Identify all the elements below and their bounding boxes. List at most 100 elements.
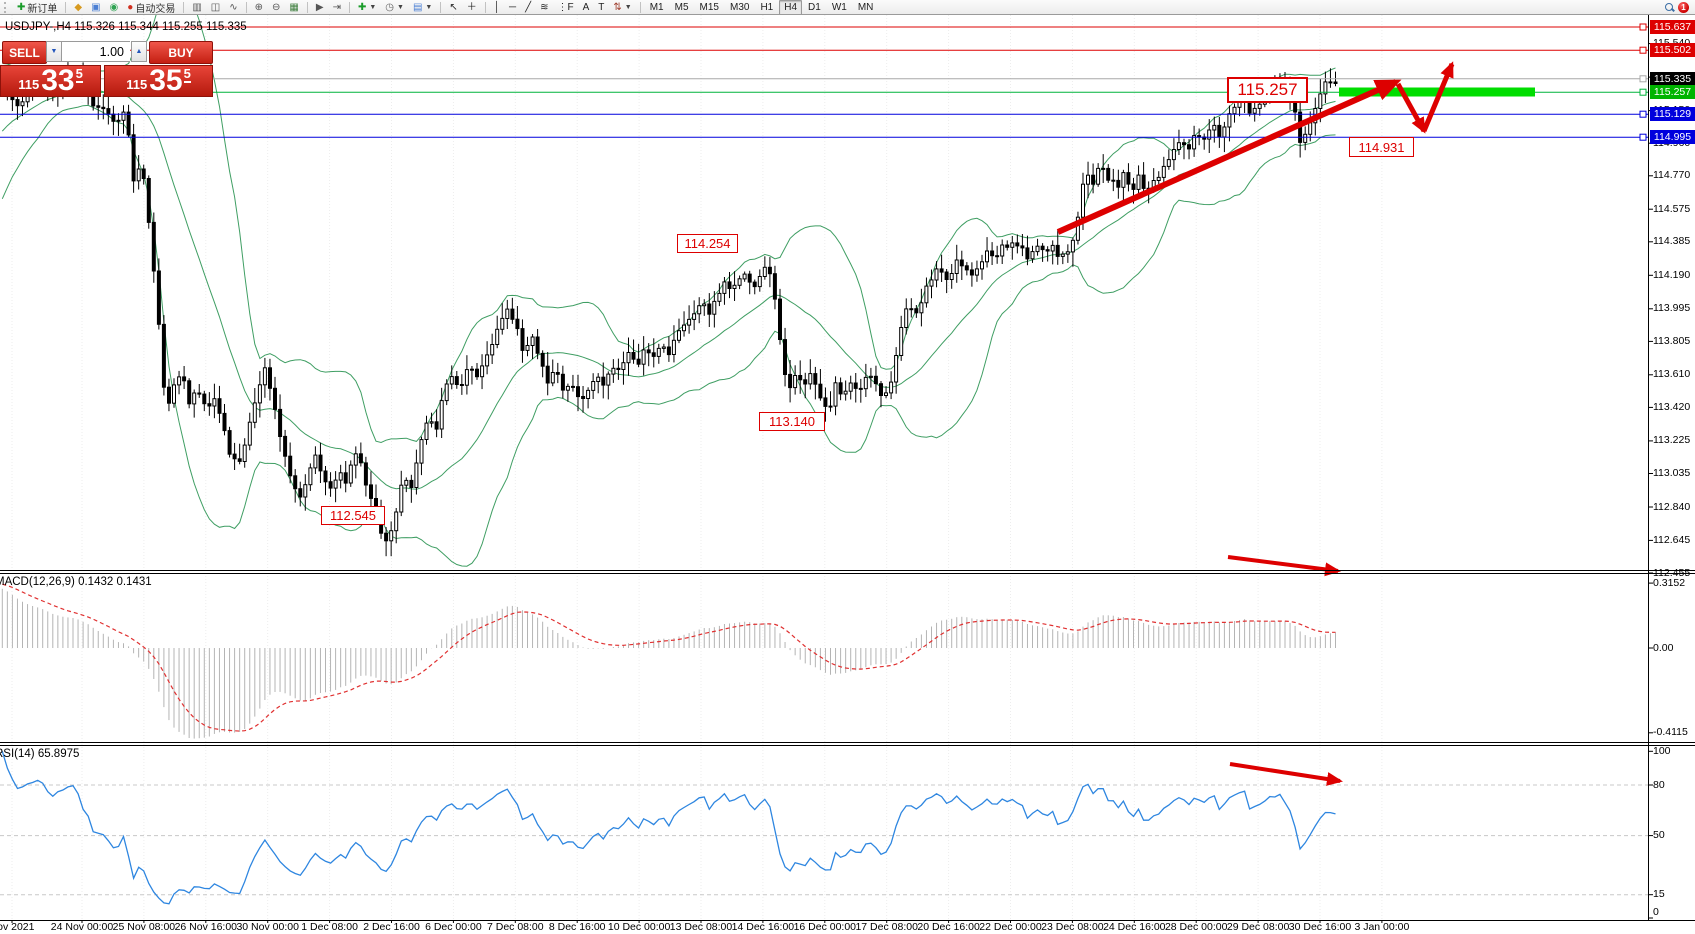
time-axis-label: 30 Nov 00:00 — [236, 921, 299, 933]
sell-price-big: 33 — [41, 64, 75, 97]
toolbar-right: 1 — [1665, 1, 1695, 13]
buy-price-prefix: 115 — [126, 77, 148, 92]
price-tick-label: 114.575 — [1653, 202, 1691, 215]
rsi-axis-label: 100 — [1653, 744, 1671, 757]
vertical-line-icon[interactable]: │ — [493, 1, 500, 13]
rsi-axis-label: 50 — [1653, 829, 1665, 842]
breakout-arrow — [1421, 61, 1455, 132]
green-highlight-band — [1339, 87, 1535, 97]
periods-button[interactable]: ◷ ▼ — [381, 0, 408, 15]
funds-icon[interactable]: ◆ — [74, 1, 83, 13]
fibonacci-icon[interactable]: ⋮F — [557, 1, 574, 13]
sell-button[interactable]: SELL — [2, 41, 47, 64]
autotrading-button[interactable]: ● 自动交易 — [123, 0, 179, 15]
horizontal-line-icon[interactable]: ─ — [508, 1, 517, 13]
rsi-label: RSI(14) 65.8975 — [0, 748, 80, 760]
timeframe-H1-button[interactable]: H1 — [760, 1, 774, 13]
new-order-button-label: 新订单 — [27, 3, 58, 15]
price-level-tag: 114.995 — [1650, 130, 1695, 145]
new-order-button[interactable]: ✚ 新订单 — [13, 0, 61, 15]
time-axis-label: 17 Dec 08:00 — [855, 921, 918, 933]
chart-ohlc-header: USDJPY-,H4 115.326 115.344 115.255 115.3… — [5, 21, 247, 33]
toolbar-separator — [440, 1, 442, 13]
time-axis-label: 24 Nov 00:00 — [50, 921, 114, 933]
crosshair-icon[interactable]: ＋ — [466, 1, 477, 13]
timeframe-M5-button[interactable]: M5 — [674, 1, 689, 13]
text-icon[interactable]: A — [582, 1, 590, 13]
timeframe-H4-button[interactable]: H4 — [779, 0, 803, 15]
macd-signal-line — [2, 583, 1336, 732]
zoom-out-icon[interactable]: ⊖ — [272, 1, 281, 13]
time-axis-label: 20 Dec 16:00 — [917, 921, 980, 933]
timeframe-M30-button[interactable]: M30 — [729, 1, 750, 13]
macd-plot — [1, 583, 1336, 739]
timeframe-M1-button[interactable]: M1 — [649, 1, 664, 13]
equidistant-channel-icon[interactable]: ≋ — [540, 1, 549, 13]
signals-icon[interactable]: ◉ — [109, 1, 119, 13]
uptrend-arrow — [1056, 79, 1402, 235]
price-callout[interactable]: 114.931 — [1349, 137, 1414, 157]
buy-price-sup: 5 — [183, 66, 191, 83]
trend-arrows[interactable] — [1056, 61, 1455, 786]
volume-input[interactable] — [62, 41, 130, 62]
tile-windows-icon[interactable]: ▦ — [289, 1, 299, 13]
price-callout[interactable]: 112.545 — [321, 506, 385, 525]
cursor-icon[interactable]: ↖ — [449, 1, 458, 13]
chart-shift-icon[interactable]: ⇥ — [332, 1, 341, 13]
volume-decrease-button[interactable]: ▼ — [46, 41, 62, 62]
candlestick-chart-icon[interactable]: ◫ — [210, 1, 221, 13]
indicators-button-icon: ✚ — [357, 1, 367, 13]
price-tick-label: 114.770 — [1653, 169, 1691, 182]
price-tick-label: 112.840 — [1653, 500, 1691, 513]
volume-increase-button[interactable]: ▲ — [131, 41, 147, 62]
chevron-down-icon: ▼ — [369, 3, 377, 11]
timeframe-M15-button[interactable]: M15 — [699, 1, 719, 13]
time-axis-label: 28 Dec 00:00 — [1164, 921, 1228, 933]
auto-scroll-icon[interactable]: ▶ — [315, 1, 324, 13]
price-level-tag: 115.129 — [1650, 107, 1695, 122]
time-axis-label: 10 Dec 00:00 — [607, 921, 671, 933]
sell-price-display[interactable]: 115 33 5 — [0, 65, 101, 97]
price-tick-label: 114.385 — [1653, 235, 1691, 248]
time-axis-label: 29 Dec 08:00 — [1226, 921, 1290, 933]
search-icon[interactable] — [1665, 2, 1674, 12]
templates-button-icon: ▤ — [412, 1, 423, 13]
time-axis-label: 23 Dec 08:00 — [1041, 921, 1104, 933]
macd-axis-label: 0.00 — [1653, 641, 1674, 654]
price-callout[interactable]: 115.257 — [1227, 77, 1308, 103]
zoom-in-icon[interactable]: ⊕ — [254, 1, 264, 13]
macd-axis-label: -0.4115 — [1653, 726, 1688, 739]
price-level-tag: 115.335 — [1650, 71, 1695, 86]
time-axis-label: Nov 2021 — [0, 921, 35, 933]
price-level-tag: 115.637 — [1650, 20, 1695, 34]
toolbar-separator — [306, 1, 308, 13]
indicators-button[interactable]: ✚ ▼ — [354, 0, 380, 15]
horizontal-level-lines[interactable] — [0, 23, 1648, 141]
rsi-axis-label: 0 — [1653, 905, 1659, 918]
price-callout[interactable]: 113.140 — [759, 412, 825, 431]
publish-icon[interactable]: ▣ — [91, 1, 101, 13]
line-chart-icon[interactable]: ∿ — [229, 1, 238, 13]
buy-price-display[interactable]: 115 35 5 — [104, 65, 213, 97]
templates-button[interactable]: ▤ ▼ — [409, 0, 436, 15]
rsi-plot — [0, 751, 1648, 905]
timeframe-D1-button[interactable]: D1 — [808, 1, 821, 13]
toolbar-separator — [484, 1, 486, 13]
time-axis-label: 30 Dec 16:00 — [1288, 921, 1352, 933]
notifications-badge[interactable]: 1 — [1678, 1, 1689, 13]
trendline-icon[interactable]: ╱ — [525, 1, 532, 13]
bar-chart-icon[interactable]: ▥ — [192, 1, 202, 13]
arrows-icon[interactable]: ⇅ ▼ — [609, 0, 635, 15]
rsi-line — [1, 751, 1336, 905]
toolbar-grip — [4, 1, 10, 13]
buy-button[interactable]: BUY — [149, 41, 213, 64]
text-label-icon[interactable]: T — [598, 1, 605, 13]
timeframe-MN-button[interactable]: MN — [857, 1, 874, 13]
price-callout[interactable]: 114.254 — [677, 234, 738, 253]
timeframe-W1-button[interactable]: W1 — [831, 1, 847, 13]
rsi-down-arrow — [1229, 762, 1343, 786]
time-axis-label: 7 Dec 08:00 — [486, 921, 544, 933]
buy-price-big: 35 — [149, 64, 183, 97]
